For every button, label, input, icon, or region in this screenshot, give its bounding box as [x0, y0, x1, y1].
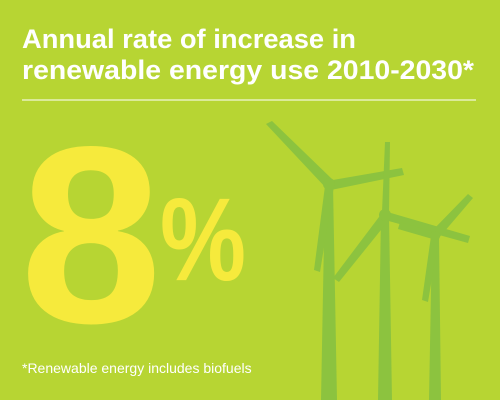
- turbine-blade: [333, 213, 389, 282]
- footnote: *Renewable energy includes biofuels: [22, 360, 252, 376]
- turbine-blade: [314, 186, 334, 272]
- title-line: renewable energy use 2010-2030*: [22, 55, 475, 85]
- title-line: Annual rate of increase in: [22, 24, 356, 54]
- turbine-blade: [382, 142, 390, 214]
- turbine-blade: [422, 236, 439, 302]
- turbine-blade: [431, 194, 473, 239]
- turbine-blade: [384, 211, 470, 243]
- stat-number: 8: [20, 95, 162, 376]
- turbine-hub: [323, 178, 335, 190]
- wind-turbines: [266, 121, 473, 400]
- turbine-blade: [266, 121, 333, 188]
- stat-unit: %: [160, 174, 246, 306]
- turbine-blade: [398, 222, 436, 240]
- turbine-hub: [379, 209, 391, 221]
- turbine-tower: [378, 215, 392, 400]
- turbine-hub: [430, 231, 440, 241]
